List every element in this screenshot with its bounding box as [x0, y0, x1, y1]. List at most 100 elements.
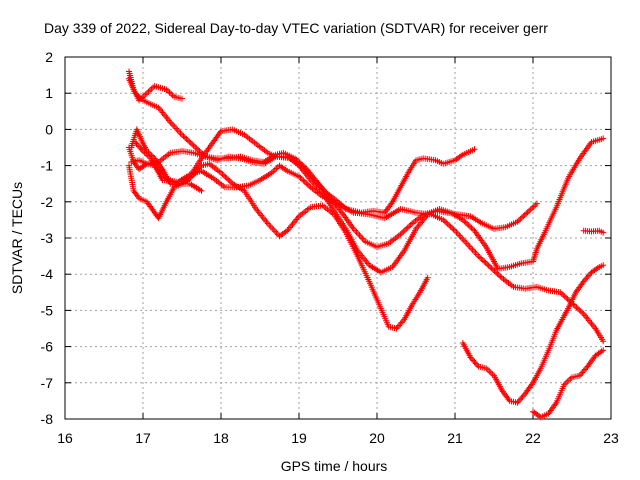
data-point [298, 215, 300, 217]
data-point [555, 402, 558, 404]
data-point [485, 246, 487, 248]
data-point [512, 286, 515, 288]
series-track-d [126, 126, 478, 222]
data-point [181, 150, 183, 152]
data-point [200, 170, 203, 172]
data-point [286, 230, 288, 232]
data-point [310, 186, 312, 188]
data-point [181, 98, 183, 100]
data-point [415, 159, 417, 161]
data-point [454, 159, 456, 161]
data-point [501, 277, 503, 279]
series-markers [530, 347, 607, 421]
data-point [282, 152, 284, 154]
data-point [399, 233, 401, 235]
data-point [138, 159, 140, 161]
data-point [169, 152, 171, 154]
series-markers [580, 227, 607, 236]
data-point [189, 183, 191, 185]
data-point [466, 242, 468, 244]
y-tick-label: -2 [41, 194, 54, 210]
data-point [384, 212, 386, 214]
data-point [540, 367, 542, 369]
series-track-g [132, 139, 607, 345]
data-point [232, 183, 234, 185]
data-point [325, 192, 327, 194]
grid [65, 57, 611, 419]
data-point [477, 255, 479, 257]
data-point [485, 367, 487, 369]
data-point [321, 204, 323, 206]
series-track-b [126, 75, 540, 251]
x-tick-label: 21 [447, 430, 463, 446]
data-point [247, 184, 249, 187]
data-point [255, 208, 257, 210]
data-point [497, 268, 499, 270]
data-point [267, 152, 269, 154]
data-point [583, 230, 585, 232]
data-point [501, 389, 503, 391]
series-track-j [580, 227, 607, 236]
data-point [567, 308, 569, 310]
data-point [434, 159, 437, 161]
data-point [146, 92, 148, 94]
x-tick-label: 23 [603, 430, 619, 446]
data-point [384, 217, 386, 219]
data-point [587, 365, 589, 368]
data-point [368, 213, 370, 216]
data-point [251, 161, 253, 163]
data-point [415, 212, 417, 214]
data-point [177, 184, 179, 187]
data-point [286, 156, 288, 158]
data-point [524, 393, 526, 395]
data-point [598, 266, 600, 268]
data-point [356, 255, 359, 257]
series-track-i [530, 347, 607, 421]
data-point [548, 349, 550, 351]
data-point [158, 161, 160, 163]
data-point [473, 230, 476, 232]
data-point [372, 210, 374, 212]
data-point [337, 203, 339, 205]
data-point [165, 89, 167, 91]
data-point [128, 70, 130, 73]
data-point [142, 99, 144, 101]
data-point [314, 179, 316, 181]
data-point [395, 327, 398, 330]
data-point [415, 228, 417, 230]
data-point [368, 280, 370, 282]
data-point [380, 308, 382, 310]
data-point [454, 230, 456, 232]
data-point [263, 163, 265, 165]
data-point [520, 262, 522, 264]
data-series [126, 68, 607, 421]
data-point [590, 271, 593, 273]
data-point [583, 313, 585, 315]
series-track-f [128, 135, 607, 276]
data-point [353, 228, 355, 230]
data-point [555, 329, 558, 331]
data-point [411, 222, 413, 225]
series-markers [126, 75, 540, 251]
data-point [602, 264, 604, 266]
data-point [509, 400, 511, 402]
y-tick-label: -5 [41, 302, 54, 318]
data-point [579, 375, 581, 377]
data-point [470, 215, 472, 217]
data-point [594, 327, 597, 330]
y-tick-label: -8 [41, 411, 54, 427]
data-point [193, 152, 195, 154]
y-tick-label: -6 [41, 339, 54, 355]
data-point [489, 266, 491, 268]
data-point [524, 288, 526, 290]
data-point [392, 201, 394, 203]
x-tick-label: 17 [135, 430, 151, 446]
data-point [555, 206, 558, 208]
data-point [134, 141, 136, 143]
data-point [181, 134, 183, 136]
x-tick-label: 19 [291, 430, 307, 446]
data-point [267, 222, 269, 225]
data-point [364, 241, 366, 243]
data-point [368, 264, 370, 266]
data-point [411, 304, 413, 306]
